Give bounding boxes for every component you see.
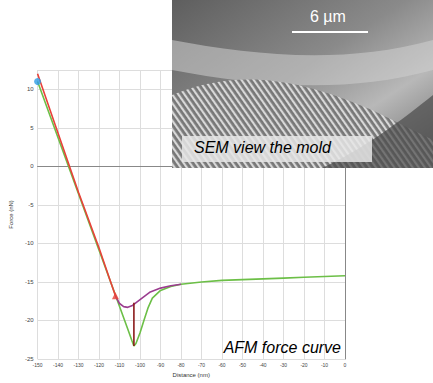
svg-text:-20: -20 (25, 317, 34, 323)
svg-text:-120: -120 (94, 362, 104, 368)
svg-text:10: 10 (27, 86, 34, 92)
svg-text:-25: -25 (24, 356, 34, 362)
svg-text:-130: -130 (74, 362, 84, 368)
svg-text:-50: -50 (239, 362, 246, 368)
svg-text:-90: -90 (157, 362, 164, 368)
svg-text:5: 5 (30, 125, 34, 131)
svg-text:-10: -10 (25, 240, 34, 246)
svg-text:-100: -100 (135, 362, 145, 368)
svg-text:-80: -80 (177, 362, 184, 368)
svg-text:-15: -15 (25, 279, 34, 285)
svg-text:-10: -10 (321, 362, 328, 368)
svg-text:0: 0 (30, 163, 34, 169)
svg-text:-20: -20 (300, 362, 307, 368)
html-text:6 µm: 6 µm (310, 8, 346, 25)
html-text:SEM view the mold: SEM view the mold (194, 139, 331, 156)
svg-text:Force (nN): Force (nN) (8, 200, 14, 229)
svg-text:-110: -110 (115, 362, 125, 368)
svg-text:-30: -30 (280, 362, 287, 368)
svg-text:-40: -40 (259, 362, 266, 368)
html-text:AFM force curve: AFM force curve (223, 339, 341, 356)
svg-text:-5: -5 (28, 202, 34, 208)
svg-text:0: 0 (344, 362, 347, 368)
svg-text:-70: -70 (198, 362, 205, 368)
svg-text:Distance (nm): Distance (nm) (173, 372, 210, 378)
svg-text:-150: -150 (33, 362, 43, 368)
svg-text:-140: -140 (53, 362, 63, 368)
svg-text:-60: -60 (218, 362, 225, 368)
